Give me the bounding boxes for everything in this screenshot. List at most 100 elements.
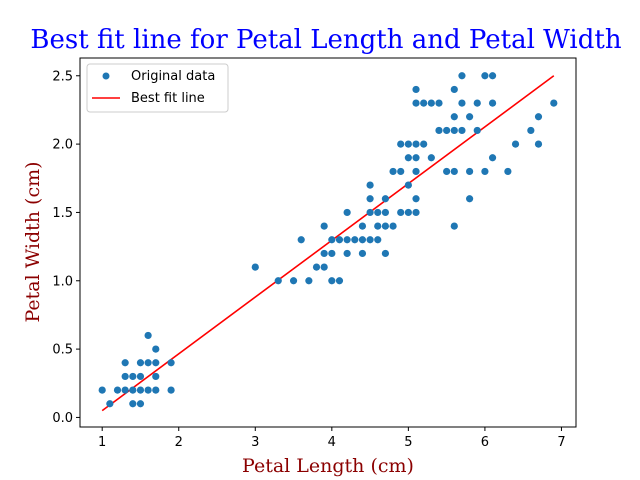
data-point — [435, 99, 443, 107]
data-point — [121, 372, 129, 381]
x-tick-label: 3 — [251, 435, 259, 450]
data-point — [389, 167, 397, 176]
x-axis: 1 2 3 4 5 6 7 — [98, 427, 566, 450]
data-point — [358, 236, 367, 244]
data-point — [534, 140, 543, 148]
data-point — [129, 372, 137, 381]
data-point — [412, 99, 420, 107]
data-point — [320, 263, 328, 271]
data-point — [397, 140, 405, 148]
data-point — [466, 113, 474, 121]
data-point — [412, 208, 420, 217]
y-tick-label: 2.5 — [52, 69, 73, 84]
data-point — [136, 359, 145, 367]
y-tick-label: 0.5 — [52, 343, 73, 358]
data-point — [458, 126, 466, 135]
data-point — [450, 113, 458, 121]
data-point — [534, 113, 543, 121]
x-tick-label: 7 — [557, 435, 565, 450]
data-point — [404, 154, 412, 162]
data-point — [550, 99, 558, 107]
chart-title: Best fit line for Petal Length and Petal… — [30, 25, 621, 55]
data-point — [450, 126, 458, 135]
data-point — [335, 236, 344, 244]
data-point — [343, 249, 351, 258]
y-tick-label: 0.0 — [52, 411, 73, 426]
data-point — [297, 236, 305, 244]
data-point — [343, 208, 351, 217]
data-point — [152, 386, 160, 394]
data-point — [404, 181, 412, 189]
data-point — [121, 359, 129, 367]
x-tick-label: 1 — [98, 435, 106, 450]
data-point — [328, 249, 336, 258]
data-point — [435, 126, 443, 135]
data-point — [404, 208, 412, 217]
data-point — [381, 222, 390, 230]
data-point — [152, 359, 160, 367]
data-point — [450, 167, 458, 176]
data-point — [144, 359, 152, 367]
data-point — [389, 222, 397, 230]
data-point — [427, 99, 435, 107]
data-point — [305, 277, 313, 285]
data-point — [351, 236, 359, 244]
y-tick-label: 1.5 — [52, 206, 73, 221]
data-point — [328, 236, 336, 244]
y-tick-label: 1.0 — [52, 274, 73, 289]
data-point — [381, 249, 390, 258]
data-point — [136, 386, 145, 394]
data-point — [374, 222, 382, 230]
data-point — [136, 372, 145, 381]
legend-label-original-data: Original data — [131, 69, 215, 84]
legend-label-best-fit-line: Best fit line — [131, 91, 205, 106]
data-point — [374, 236, 382, 244]
data-point — [366, 181, 374, 189]
x-tick-label: 5 — [404, 435, 412, 450]
data-point — [251, 263, 259, 271]
x-tick-label: 2 — [175, 435, 183, 450]
data-point — [335, 277, 344, 285]
data-point — [358, 222, 367, 230]
data-point — [427, 154, 435, 162]
data-point — [129, 400, 137, 408]
data-point — [366, 236, 374, 244]
data-point — [412, 167, 420, 176]
data-point — [381, 208, 390, 217]
y-axis-label: Petal Width (cm) — [22, 161, 44, 322]
data-point — [113, 386, 122, 394]
data-point — [289, 277, 298, 285]
data-point — [412, 154, 420, 162]
legend-box — [86, 63, 229, 113]
data-point — [458, 99, 466, 107]
legend-marker-original-data — [102, 72, 110, 80]
y-axis: 0.0 0.5 1.0 1.5 2.0 2.5 — [52, 69, 80, 426]
data-point — [98, 386, 106, 394]
data-point — [167, 386, 175, 394]
data-point — [167, 359, 175, 367]
data-point — [481, 72, 489, 80]
data-point — [420, 140, 428, 148]
data-point — [458, 72, 466, 80]
data-point — [343, 236, 351, 244]
data-point — [488, 99, 497, 107]
x-tick-label: 4 — [328, 435, 336, 450]
data-point — [129, 386, 137, 394]
data-point — [152, 372, 160, 381]
plot-area — [79, 57, 577, 428]
data-point — [473, 99, 481, 107]
data-point — [420, 99, 428, 107]
data-point — [412, 195, 420, 203]
data-point — [450, 222, 458, 230]
data-point — [412, 140, 420, 148]
data-point — [466, 167, 474, 176]
x-axis-label: Petal Length (cm) — [242, 455, 414, 477]
data-point — [381, 195, 390, 203]
data-point — [511, 140, 520, 148]
data-point — [397, 167, 405, 176]
data-point — [274, 277, 282, 285]
data-point — [366, 208, 374, 217]
data-point — [121, 386, 129, 394]
data-point — [443, 167, 451, 176]
legend: Original data Best fit line — [86, 63, 229, 113]
